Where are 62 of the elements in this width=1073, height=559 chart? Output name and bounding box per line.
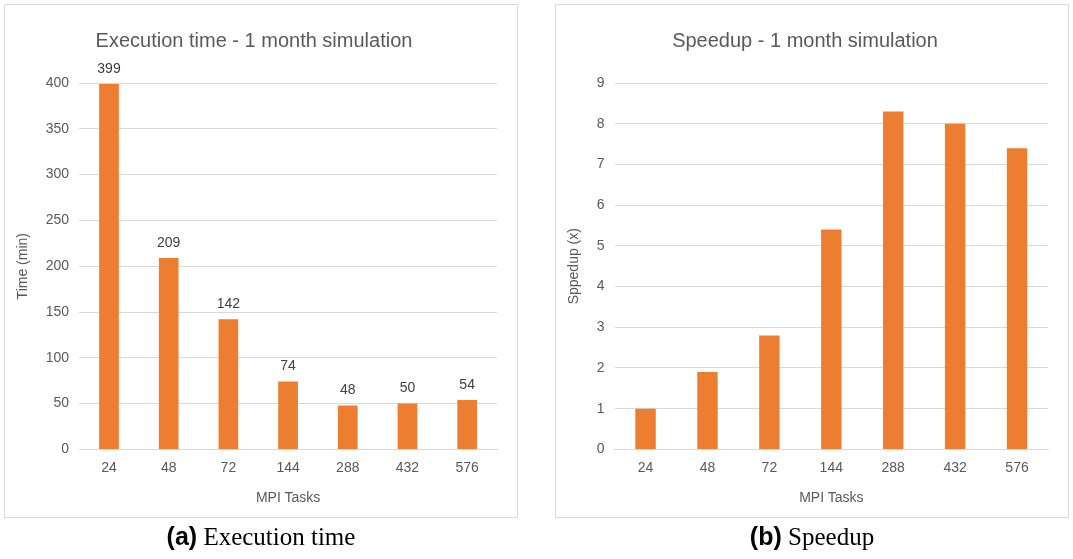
y-tick-label: 100	[45, 348, 70, 365]
y-tick-label: 4	[596, 277, 605, 294]
chart-title: Execution time - 1 month simulation	[95, 28, 413, 51]
x-tick-label: 288	[336, 458, 360, 475]
x-tick-label: 144	[276, 458, 300, 475]
x-tick-label: 288	[881, 458, 906, 475]
bar	[278, 381, 298, 449]
bar	[759, 335, 780, 449]
x-tick-label: 432	[943, 458, 968, 475]
y-tick-label: 0	[596, 440, 605, 457]
text: (a) Execution time	[165, 522, 357, 551]
x-axis-title: MPI Tasks	[799, 489, 864, 506]
bar	[882, 111, 904, 449]
text: (b) Speedup	[748, 522, 876, 551]
y-tick-label: 2	[596, 358, 605, 375]
x-tick-label: 48	[699, 458, 716, 475]
y-tick-label: 50	[53, 394, 70, 411]
x-axis-title: MPI Tasks	[255, 489, 321, 506]
bar	[635, 408, 656, 449]
data-label: 54	[459, 375, 476, 392]
y-tick-label: 8	[596, 114, 605, 131]
chart-title: Speedup - 1 month simulation	[672, 28, 938, 51]
bar	[337, 405, 358, 449]
y-axis-title: Time (min)	[14, 233, 31, 300]
bar	[99, 83, 119, 449]
bar	[457, 399, 477, 449]
y-tick-label: 400	[45, 73, 70, 90]
y-tick-label: 150	[45, 302, 70, 319]
bar	[1006, 148, 1028, 449]
data-label: 48	[339, 381, 356, 398]
y-tick-label: 0	[61, 440, 70, 457]
y-axis-title: Sppedup (x)	[565, 228, 582, 305]
bar	[218, 319, 239, 449]
y-tick-label: 250	[45, 211, 70, 228]
bar	[158, 257, 179, 449]
y-tick-label: 5	[596, 236, 605, 253]
x-tick-label: 432	[395, 458, 420, 475]
x-tick-label: 72	[220, 458, 237, 475]
y-tick-label: 3	[596, 318, 605, 335]
x-tick-label: 48	[160, 458, 177, 475]
y-tick-label: 6	[596, 195, 605, 212]
x-tick-label: 72	[761, 458, 778, 475]
x-tick-label: 144	[819, 458, 844, 475]
y-tick-label: 9	[596, 73, 605, 90]
y-tick-label: 1	[596, 399, 605, 416]
data-label: 399	[97, 59, 121, 76]
y-tick-label: 200	[45, 257, 70, 274]
bar	[697, 372, 718, 449]
data-label: 142	[216, 295, 241, 312]
y-tick-label: 7	[596, 155, 605, 172]
data-label: 50	[399, 379, 416, 396]
data-label: 209	[157, 233, 181, 250]
x-tick-label: 576	[1005, 458, 1029, 475]
bar	[821, 229, 842, 449]
y-tick-label: 350	[45, 119, 70, 136]
x-tick-label: 24	[637, 458, 654, 475]
bar	[944, 123, 966, 449]
bar	[397, 403, 418, 449]
y-tick-label: 300	[45, 165, 70, 182]
data-label: 74	[280, 357, 297, 374]
x-tick-label: 24	[101, 458, 117, 475]
x-tick-label: 576	[455, 458, 480, 475]
